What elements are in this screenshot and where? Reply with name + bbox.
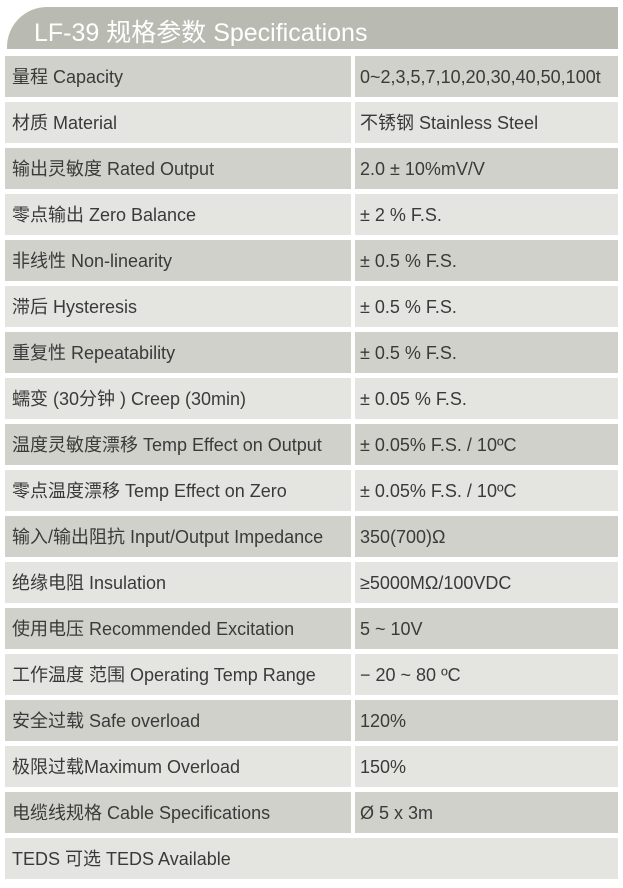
spec-label: 输入/输出阻抗 Input/Output Impedance — [5, 516, 351, 557]
spec-value: ± 0.5 % F.S. — [355, 332, 618, 373]
table-row: 量程 Capacity 0~2,3,5,7,10,20,30,40,50,100t — [5, 56, 618, 97]
spec-label: 滞后 Hysteresis — [5, 286, 351, 327]
table-row: 安全过载 Safe overload 120% — [5, 700, 618, 741]
page-title: LF-39 规格参数 Specifications — [34, 19, 368, 47]
spec-value: ± 0.05 % F.S. — [355, 378, 618, 419]
spec-label: 工作温度 范围 Operating Temp Range — [5, 654, 351, 695]
spec-header: LF-39 规格参数 Specifications — [7, 7, 618, 49]
table-row: 工作温度 范围 Operating Temp Range − 20 ~ 80 ºC — [5, 654, 618, 695]
spec-value: Ø 5 x 3m — [355, 792, 618, 833]
spec-label: 量程 Capacity — [5, 56, 351, 97]
table-row: 非线性 Non-linearity ± 0.5 % F.S. — [5, 240, 618, 281]
table-row: 材质 Material 不锈钢 Stainless Steel — [5, 102, 618, 143]
spec-label: 重复性 Repeatability — [5, 332, 351, 373]
table-row: 输出灵敏度 Rated Output 2.0 ± 10%mV/V — [5, 148, 618, 189]
spec-label: 安全过载 Safe overload — [5, 700, 351, 741]
spec-value: ± 0.5 % F.S. — [355, 286, 618, 327]
spec-value: 120% — [355, 700, 618, 741]
spec-value: 2.0 ± 10%mV/V — [355, 148, 618, 189]
spec-value: ± 0.05% F.S. / 10ºC — [355, 424, 618, 465]
spec-value: ± 0.5 % F.S. — [355, 240, 618, 281]
spec-value: ± 2 % F.S. — [355, 194, 618, 235]
spec-label: 温度灵敏度漂移 Temp Effect on Output — [5, 424, 351, 465]
spec-label: 材质 Material — [5, 102, 351, 143]
spec-label: 使用电压 Recommended Excitation — [5, 608, 351, 649]
table-row: 绝缘电阻 Insulation ≥5000MΩ/100VDC — [5, 562, 618, 603]
spec-value: ± 0.05% F.S. / 10ºC — [355, 470, 618, 511]
table-row: 零点输出 Zero Balance ± 2 % F.S. — [5, 194, 618, 235]
spec-value: 0~2,3,5,7,10,20,30,40,50,100t — [355, 56, 618, 97]
spec-label: 极限过载Maximum Overload — [5, 746, 351, 787]
table-row: 输入/输出阻抗 Input/Output Impedance 350(700)Ω — [5, 516, 618, 557]
table-row: 蠕变 (30分钟 ) Creep (30min) ± 0.05 % F.S. — [5, 378, 618, 419]
spec-value: − 20 ~ 80 ºC — [355, 654, 618, 695]
table-row: 重复性 Repeatability ± 0.5 % F.S. — [5, 332, 618, 373]
spec-value: 5 ~ 10V — [355, 608, 618, 649]
table-row: 电缆线规格 Cable Specifications Ø 5 x 3m — [5, 792, 618, 833]
spec-label: 蠕变 (30分钟 ) Creep (30min) — [5, 378, 351, 419]
spec-table: 量程 Capacity 0~2,3,5,7,10,20,30,40,50,100t… — [5, 56, 618, 884]
spec-label: 零点输出 Zero Balance — [5, 194, 351, 235]
table-row: 极限过载Maximum Overload 150% — [5, 746, 618, 787]
spec-label: 非线性 Non-linearity — [5, 240, 351, 281]
spec-value: ≥5000MΩ/100VDC — [355, 562, 618, 603]
spec-value: 150% — [355, 746, 618, 787]
spec-label: 输出灵敏度 Rated Output — [5, 148, 351, 189]
spec-label: 电缆线规格 Cable Specifications — [5, 792, 351, 833]
table-row: TEDS 可选 TEDS Available — [5, 838, 618, 879]
spec-label: 零点温度漂移 Temp Effect on Zero — [5, 470, 351, 511]
spec-label: TEDS 可选 TEDS Available — [5, 838, 618, 879]
spec-label: 绝缘电阻 Insulation — [5, 562, 351, 603]
table-row: 滞后 Hysteresis ± 0.5 % F.S. — [5, 286, 618, 327]
table-row: 温度灵敏度漂移 Temp Effect on Output ± 0.05% F.… — [5, 424, 618, 465]
table-row: 使用电压 Recommended Excitation 5 ~ 10V — [5, 608, 618, 649]
spec-value: 不锈钢 Stainless Steel — [355, 102, 618, 143]
table-row: 零点温度漂移 Temp Effect on Zero ± 0.05% F.S. … — [5, 470, 618, 511]
spec-value: 350(700)Ω — [355, 516, 618, 557]
